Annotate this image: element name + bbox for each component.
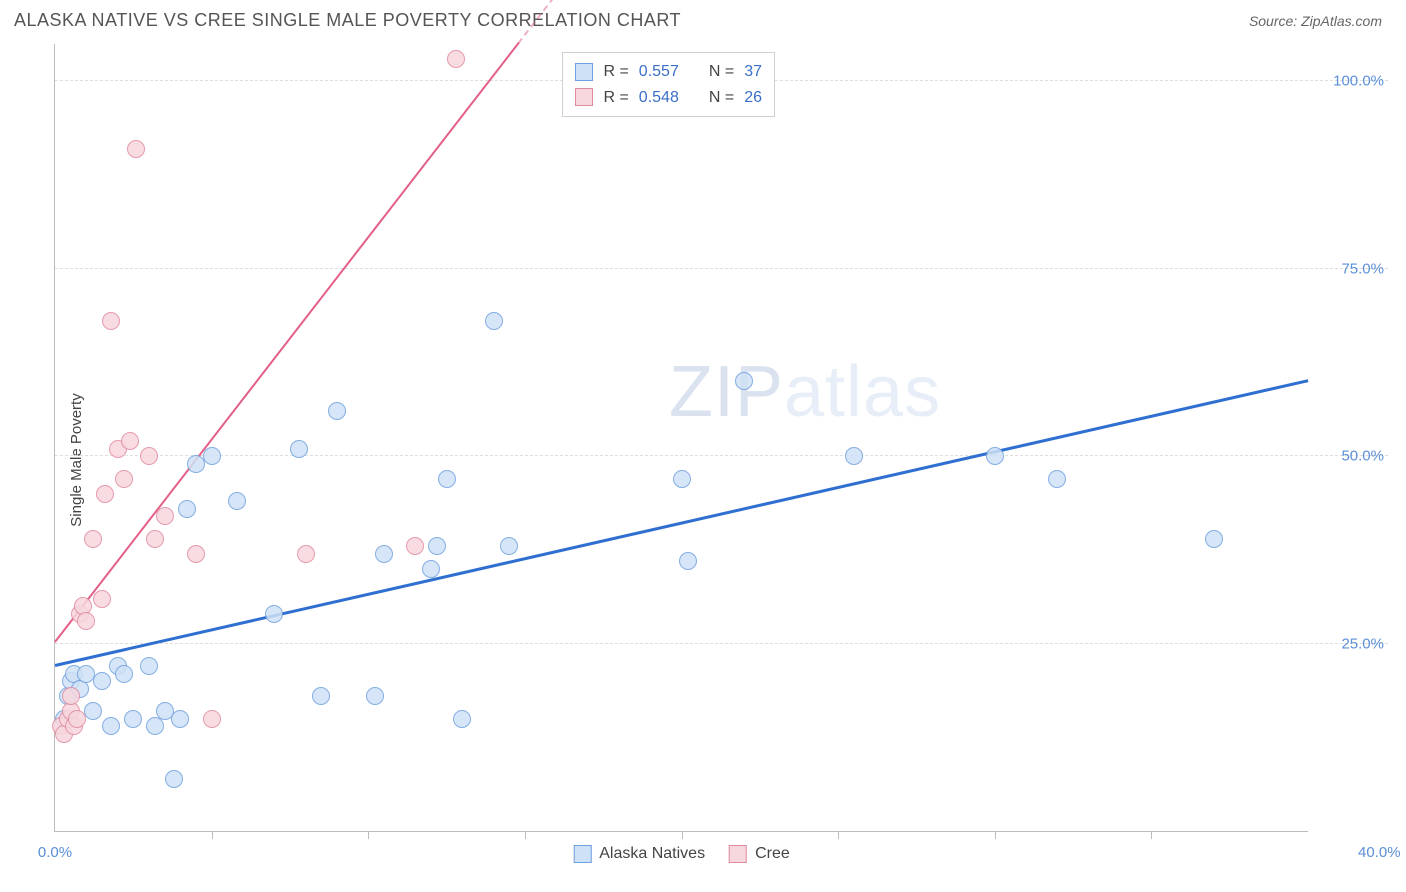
data-point: [121, 432, 139, 450]
correlation-stats-box: R = 0.557 N = 37 R = 0.548 N = 26: [562, 52, 775, 117]
data-point: [93, 590, 111, 608]
data-point: [447, 50, 465, 68]
data-point: [140, 657, 158, 675]
data-point: [428, 537, 446, 555]
data-point: [140, 447, 158, 465]
data-point: [127, 140, 145, 158]
chart-area: Single Male Poverty ZIPatlas Alaska Nati…: [14, 44, 1388, 876]
data-point: [845, 447, 863, 465]
legend-swatch: [729, 845, 747, 863]
y-tick-label: 50.0%: [1341, 448, 1384, 465]
x-tick: [525, 831, 526, 839]
watermark-zip: ZIP: [669, 352, 784, 432]
gridline: [55, 643, 1388, 644]
data-point: [156, 507, 174, 525]
data-point: [1205, 530, 1223, 548]
data-point: [187, 545, 205, 563]
data-point: [290, 440, 308, 458]
data-point: [102, 717, 120, 735]
legend-item: Alaska Natives: [573, 845, 705, 863]
series-swatch: [575, 63, 593, 81]
data-point: [93, 672, 111, 690]
source-name: ZipAtlas.com: [1301, 13, 1382, 29]
data-point: [422, 560, 440, 578]
legend-label: Cree: [755, 845, 790, 863]
gridline: [55, 268, 1388, 269]
data-point: [228, 492, 246, 510]
stats-row: R = 0.557 N = 37: [575, 59, 762, 85]
data-point: [735, 372, 753, 390]
data-point: [453, 710, 471, 728]
data-point: [297, 545, 315, 563]
data-point: [673, 470, 691, 488]
n-value: 37: [744, 59, 762, 85]
data-point: [366, 687, 384, 705]
trend-line: [54, 42, 520, 643]
data-point: [178, 500, 196, 518]
r-label: R =: [603, 85, 628, 111]
source-prefix: Source:: [1249, 13, 1301, 29]
data-point: [124, 710, 142, 728]
data-point: [165, 770, 183, 788]
legend-swatch: [573, 845, 591, 863]
data-point: [203, 710, 221, 728]
n-value: 26: [744, 85, 762, 111]
data-point: [679, 552, 697, 570]
data-point: [115, 665, 133, 683]
watermark: ZIPatlas: [669, 351, 941, 433]
y-tick-label: 100.0%: [1333, 73, 1384, 90]
x-tick: [1151, 831, 1152, 839]
data-point: [62, 687, 80, 705]
gridline: [55, 455, 1388, 456]
x-tick: [368, 831, 369, 839]
legend-item: Cree: [729, 845, 790, 863]
data-point: [203, 447, 221, 465]
series-swatch: [575, 88, 593, 106]
data-point: [77, 612, 95, 630]
data-point: [265, 605, 283, 623]
n-label: N =: [709, 59, 734, 85]
data-point: [406, 537, 424, 555]
chart-title: ALASKA NATIVE VS CREE SINGLE MALE POVERT…: [14, 10, 681, 31]
plot-region: ZIPatlas Alaska NativesCree 25.0%50.0%75…: [54, 44, 1308, 832]
data-point: [68, 710, 86, 728]
data-point: [312, 687, 330, 705]
data-point: [96, 485, 114, 503]
data-point: [375, 545, 393, 563]
data-point: [146, 530, 164, 548]
x-tick-label: 0.0%: [38, 844, 72, 861]
r-value: 0.548: [639, 85, 679, 111]
data-point: [438, 470, 456, 488]
source-attribution: Source: ZipAtlas.com: [1249, 13, 1382, 29]
data-point: [102, 312, 120, 330]
series-legend: Alaska Natives Cree: [573, 845, 790, 863]
r-value: 0.557: [639, 59, 679, 85]
r-label: R =: [603, 59, 628, 85]
data-point: [115, 470, 133, 488]
x-tick: [212, 831, 213, 839]
n-label: N =: [709, 85, 734, 111]
y-tick-label: 25.0%: [1341, 635, 1384, 652]
data-point: [485, 312, 503, 330]
legend-label: Alaska Natives: [599, 845, 705, 863]
stats-row: R = 0.548 N = 26: [575, 85, 762, 111]
data-point: [500, 537, 518, 555]
x-tick: [838, 831, 839, 839]
data-point: [171, 710, 189, 728]
x-tick: [682, 831, 683, 839]
header: ALASKA NATIVE VS CREE SINGLE MALE POVERT…: [0, 0, 1406, 39]
data-point: [986, 447, 1004, 465]
trend-line: [55, 379, 1309, 666]
y-tick-label: 75.0%: [1341, 260, 1384, 277]
x-tick: [995, 831, 996, 839]
data-point: [84, 702, 102, 720]
x-tick-label: 40.0%: [1358, 844, 1401, 861]
watermark-atlas: atlas: [784, 352, 941, 432]
data-point: [1048, 470, 1066, 488]
data-point: [84, 530, 102, 548]
data-point: [328, 402, 346, 420]
